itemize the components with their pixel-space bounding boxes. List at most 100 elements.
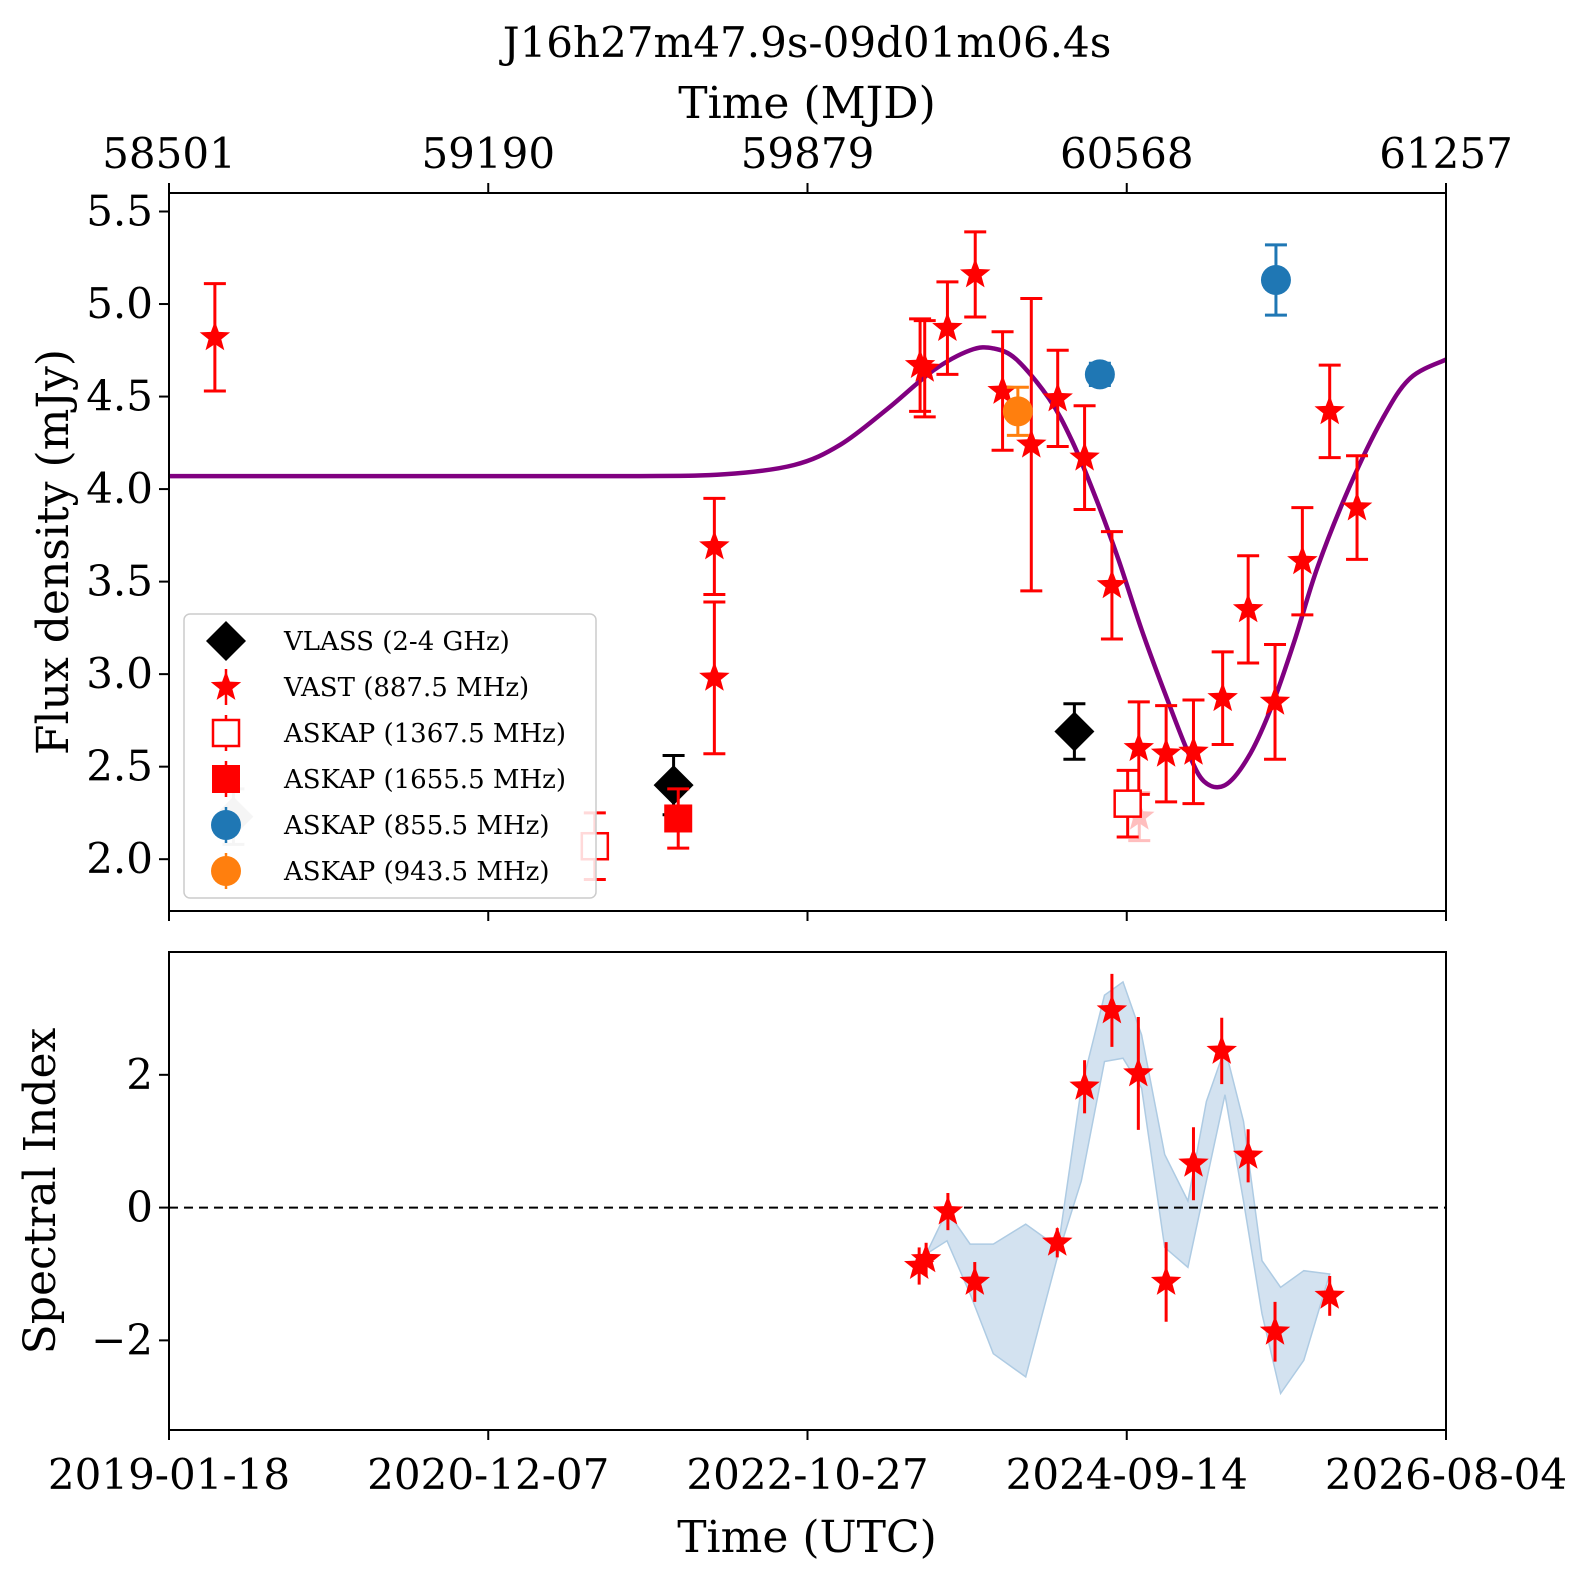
legend: VLASS (2-4 GHz) VAST (887.5 MHz) ASKAP (13…	[183, 613, 597, 899]
marker-star	[1232, 1139, 1264, 1169]
data-point	[932, 1192, 964, 1231]
figure-title: J16h27m47.9s-09d01m06.4s	[499, 18, 1112, 67]
top-x-tick-label: 59190	[421, 129, 555, 178]
marker-square	[664, 804, 693, 833]
data-point	[959, 1262, 990, 1302]
data-point	[1084, 359, 1115, 390]
bottom-x-tick-label: 2020-12-07	[367, 1450, 609, 1499]
bottom-axis-label: Time (UTC)	[677, 1512, 937, 1563]
legend-entry: ASKAP (1655.5 MHz)	[212, 761, 566, 797]
marker-star	[932, 1195, 964, 1225]
data-point	[1232, 554, 1264, 665]
marker-star	[1150, 737, 1182, 767]
legend-label: ASKAP (1655.5 MHz)	[283, 765, 566, 795]
series-top-4	[1084, 243, 1291, 390]
legend-box	[183, 613, 597, 899]
legend-label: ASKAP (943.5 MHz)	[283, 857, 549, 887]
data-point	[1042, 1226, 1073, 1258]
marker-star	[1207, 682, 1238, 712]
marker-star	[1206, 1034, 1237, 1064]
marker-star	[1259, 1315, 1291, 1345]
marker-diamond	[1054, 711, 1095, 752]
bottom-x-tick-label: 2026-08-04	[1325, 1450, 1567, 1499]
data-point	[1287, 506, 1318, 617]
data-point	[1314, 363, 1345, 460]
data-point	[699, 496, 730, 597]
top-x-tick-label: 59879	[741, 129, 875, 178]
marker-circle	[1260, 264, 1291, 295]
marker-square-open	[1113, 789, 1142, 818]
marker-star	[1069, 441, 1100, 471]
bottom-panel: 2019-01-18 2020-12-07 2022-10-27 2024-09-14…	[15, 951, 1567, 1499]
y-tick-label: 2.0	[86, 834, 153, 883]
marker-star	[1150, 1266, 1182, 1295]
y-tick-label: 2.5	[86, 742, 153, 791]
marker-star	[1096, 569, 1128, 599]
legend-marker-square-open	[211, 718, 241, 748]
marker-star	[1314, 1279, 1345, 1309]
legend-entry: ASKAP (855.5 MHz)	[211, 807, 549, 843]
marker-circle	[1002, 396, 1033, 427]
data-point	[1206, 1017, 1237, 1085]
series-top-1	[199, 230, 1373, 843]
data-point	[1150, 704, 1182, 804]
data-point	[1259, 643, 1291, 761]
legend-marker-star	[210, 671, 242, 700]
data-point	[1178, 698, 1209, 806]
marker-star	[1069, 1070, 1100, 1100]
legend-entry: VLASS (2-4 GHz)	[206, 621, 510, 661]
marker-star	[199, 321, 231, 351]
marker-star	[1123, 732, 1154, 762]
legend-label: VAST (887.5 MHz)	[283, 673, 529, 703]
legend-entry: VAST (887.5 MHz)	[210, 669, 529, 705]
data-point	[1054, 702, 1095, 761]
data-point	[909, 319, 940, 419]
series-top-5	[1002, 385, 1033, 437]
top-panel: 58501 59190 59879 60568 61257 2.0 2.5 3.0 3.5 4.…	[28, 129, 1513, 921]
bottom-y-axis-label: Spectral Index	[15, 1027, 66, 1354]
data-point	[1069, 404, 1100, 511]
marker-star	[1178, 1147, 1209, 1177]
bottom-panel-frame	[168, 951, 1447, 1431]
data-point	[1178, 1127, 1209, 1201]
data-point	[199, 282, 231, 393]
legend-entry: ASKAP (1367.5 MHz)	[211, 715, 566, 751]
data-point	[664, 787, 693, 850]
marker-star	[1314, 395, 1345, 425]
legend-label: ASKAP (855.5 MHz)	[283, 811, 549, 841]
legend-label: VLASS (2-4 GHz)	[283, 627, 510, 657]
marker-star	[699, 661, 730, 691]
data-point	[910, 1242, 942, 1276]
marker-star	[1341, 491, 1373, 521]
top-x-tick-label: 58501	[102, 129, 236, 178]
data-point	[1341, 454, 1373, 561]
bottom-x-tick-label: 2022-10-27	[686, 1450, 928, 1499]
y-tick-label: 2	[126, 1050, 153, 1099]
data-point	[960, 230, 991, 319]
data-point	[1096, 530, 1128, 641]
legend-label: ASKAP (1367.5 MHz)	[283, 719, 566, 749]
data-point	[1314, 1275, 1345, 1316]
marker-star	[1178, 735, 1209, 765]
legend-marker-circle	[211, 810, 241, 840]
marker-star	[932, 312, 963, 341]
data-point	[1207, 650, 1238, 746]
bottom-x-tick-label: 2024-09-14	[1006, 1450, 1248, 1499]
data-point	[1002, 385, 1033, 437]
y-tick-label: 5.0	[86, 279, 153, 328]
marker-star	[960, 258, 991, 288]
marker-diamond	[653, 765, 694, 806]
data-point	[1259, 1301, 1291, 1362]
marker-star	[1287, 545, 1318, 575]
data-point	[1150, 1242, 1182, 1322]
marker-star	[1123, 1057, 1154, 1087]
legend-marker-diamond	[206, 621, 246, 661]
marker-star	[1042, 382, 1073, 412]
marker-star	[1096, 994, 1128, 1024]
legend-entry: ASKAP (943.5 MHz)	[211, 853, 549, 889]
top-axis-label: Time (MJD)	[678, 78, 935, 129]
marker-star	[1259, 685, 1291, 715]
y-tick-label: 4.0	[86, 464, 153, 513]
data-point	[1113, 768, 1142, 839]
marker-star	[699, 530, 730, 560]
